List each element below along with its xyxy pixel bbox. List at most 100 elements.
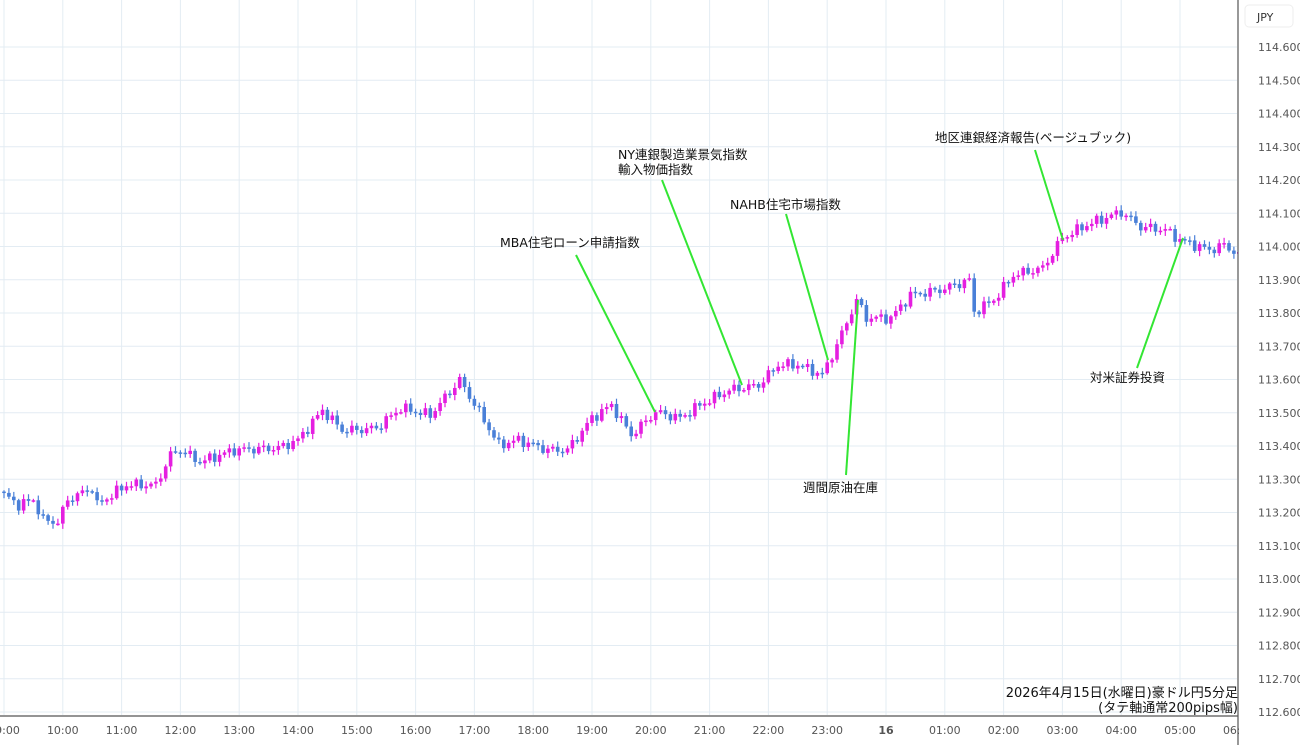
candle-body bbox=[217, 454, 222, 462]
candle-body bbox=[315, 415, 320, 419]
candle-down bbox=[614, 398, 619, 422]
candle-body bbox=[742, 390, 746, 392]
candle-body bbox=[418, 412, 423, 416]
candle-up bbox=[394, 407, 398, 421]
candle-up bbox=[693, 398, 697, 420]
candle-body bbox=[1031, 273, 1035, 275]
currency-badge[interactable] bbox=[1244, 4, 1294, 28]
candle-down bbox=[800, 363, 805, 369]
annotation-line-beige bbox=[1034, 149, 1064, 241]
candle-down bbox=[183, 448, 188, 458]
candle-body bbox=[159, 478, 163, 482]
candle-down bbox=[952, 278, 957, 288]
x-tick-label: 13:00 bbox=[223, 724, 255, 737]
candle-body bbox=[242, 447, 246, 449]
candle-down bbox=[1232, 246, 1236, 259]
candle-body bbox=[1075, 224, 1079, 235]
candle-body bbox=[222, 452, 227, 455]
candle-down bbox=[903, 303, 908, 312]
candle-up bbox=[673, 408, 678, 424]
candle-body bbox=[595, 415, 599, 421]
candle-down bbox=[1099, 211, 1104, 228]
candle-body bbox=[1217, 243, 1221, 254]
candle-body bbox=[1119, 210, 1123, 217]
annotations: MBA住宅ローン申請指数 NY連銀製造業景気指数 輸入物価指数 NAHB住宅市場… bbox=[500, 130, 1165, 495]
y-tick-label: 114.300 bbox=[1258, 141, 1300, 154]
candle-body bbox=[727, 390, 731, 395]
candle-up bbox=[702, 398, 707, 411]
candle-body bbox=[1163, 229, 1168, 231]
candle-up bbox=[815, 371, 820, 380]
candle-body bbox=[1080, 224, 1084, 231]
candle-body bbox=[1143, 227, 1148, 231]
candle-body bbox=[810, 363, 815, 376]
candle-body bbox=[1129, 215, 1133, 218]
candle-up bbox=[619, 412, 624, 423]
candle-body bbox=[330, 415, 335, 421]
candle-body bbox=[634, 433, 638, 437]
candle-body bbox=[95, 492, 99, 501]
candle-body bbox=[154, 481, 158, 484]
candle-body bbox=[1006, 281, 1011, 284]
candle-body bbox=[457, 376, 462, 388]
candle-body bbox=[100, 500, 104, 502]
candle-body bbox=[815, 372, 820, 376]
x-tick-label: 11:00 bbox=[106, 724, 138, 737]
candle-up bbox=[1031, 268, 1035, 279]
candle-body bbox=[903, 304, 908, 307]
candle-down bbox=[1202, 240, 1207, 250]
chart-subtitle: (タテ軸通常200pips幅) bbox=[1098, 701, 1238, 716]
candle-up bbox=[796, 361, 800, 374]
candle-body bbox=[232, 448, 237, 456]
candle-up bbox=[315, 411, 320, 421]
candle-up bbox=[188, 445, 192, 458]
candle-body bbox=[114, 485, 119, 499]
candle-body bbox=[698, 403, 702, 406]
candle-up bbox=[649, 416, 653, 424]
candle-down bbox=[16, 498, 21, 515]
x-tick-label: 04:00 bbox=[1105, 724, 1137, 737]
candle-up bbox=[722, 390, 727, 402]
candle-body bbox=[1183, 239, 1187, 241]
candle-body bbox=[737, 384, 741, 392]
candle-up bbox=[75, 491, 80, 506]
candle-down bbox=[771, 368, 776, 377]
candle-up bbox=[996, 293, 1001, 307]
candle-up bbox=[511, 435, 516, 449]
candle-up bbox=[546, 444, 550, 459]
candle-down bbox=[139, 475, 143, 491]
y-tick-label: 114.600 bbox=[1258, 41, 1300, 54]
candle-body bbox=[1104, 218, 1109, 224]
candle-body bbox=[46, 515, 50, 521]
candle-up bbox=[1217, 239, 1221, 256]
annotation-beige: 地区連銀経済報告(ベージュブック) bbox=[935, 130, 1131, 145]
candle-up bbox=[742, 387, 746, 393]
candle-body bbox=[428, 408, 433, 418]
y-tick-label: 113.900 bbox=[1258, 274, 1300, 287]
candle-down bbox=[100, 495, 104, 506]
candle-body bbox=[399, 412, 403, 414]
candle-up bbox=[781, 362, 785, 372]
candle-body bbox=[1090, 223, 1094, 227]
candle-down bbox=[678, 409, 682, 422]
candle-up bbox=[65, 495, 70, 510]
candle-up bbox=[281, 440, 286, 449]
candle-up bbox=[1001, 276, 1006, 301]
candle-up bbox=[825, 357, 829, 375]
candle-body bbox=[551, 446, 555, 449]
candle-body bbox=[707, 403, 712, 405]
candle-up bbox=[761, 377, 766, 393]
candle-down bbox=[1026, 263, 1030, 276]
candle-up bbox=[443, 390, 447, 408]
candle-down bbox=[2, 490, 6, 499]
candle-body bbox=[276, 446, 281, 451]
candle-down bbox=[1183, 236, 1187, 245]
candle-body bbox=[996, 297, 1001, 301]
candle-body bbox=[800, 365, 805, 368]
candle-down bbox=[51, 516, 55, 529]
candle-body bbox=[374, 425, 379, 429]
candle-body bbox=[1109, 214, 1114, 219]
candle-body bbox=[183, 452, 188, 455]
candle-up bbox=[604, 403, 609, 415]
candle-down bbox=[335, 410, 339, 430]
